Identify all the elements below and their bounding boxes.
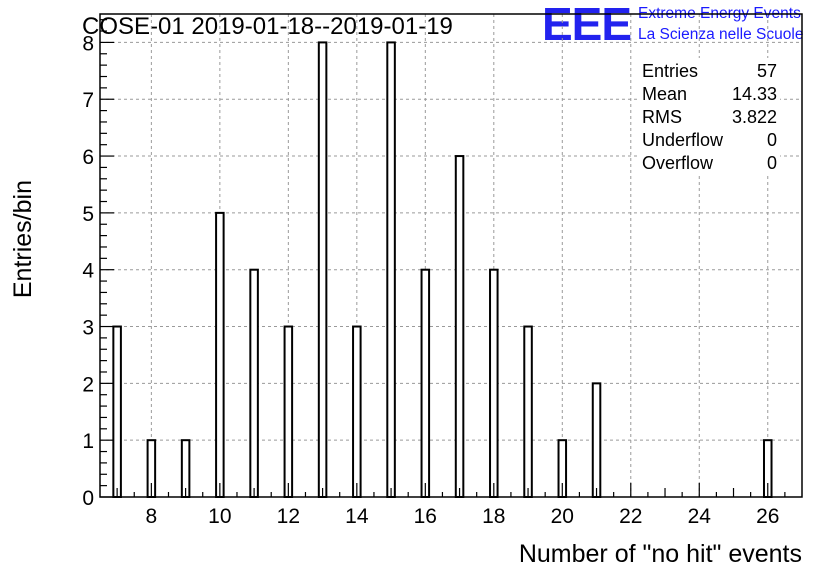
histogram-bar [386,41,396,498]
stat-mean-value: 14.33 [732,84,777,104]
histogram-bar [489,268,499,498]
histogram-bar [249,268,259,498]
stat-underflow-label: Underflow [642,130,724,150]
y-tick-label: 6 [82,146,94,169]
histogram-bar [215,211,225,498]
x-tick-label: 10 [208,505,231,528]
stat-entries-label: Entries [642,61,698,81]
histogram-bar [523,325,533,498]
x-axis-label: Number of "no hit" events [519,540,802,568]
histogram-bar [317,41,328,498]
histogram-bar [454,155,465,498]
x-tick-label: 18 [482,505,505,528]
stat-rms-label: RMS [642,107,682,127]
stat-overflow-value: 0 [767,153,777,173]
y-tick-label: 1 [82,430,94,453]
x-tick-label: 12 [277,505,300,528]
x-tick-label: 16 [414,505,437,528]
stat-underflow-value: 0 [767,130,777,150]
stat-mean-label: Mean [642,84,687,104]
x-tick-label: 14 [345,505,369,528]
x-tick-label: 22 [619,505,642,528]
logo-mark: EEE [542,0,631,50]
chart-title: COSE-01 2019-01-18--2019-01-19 [82,13,453,40]
axes [99,13,803,498]
y-tick-label: 2 [82,373,94,396]
y-tick-label: 8 [82,32,94,55]
histogram-bar [112,325,122,498]
y-tick-label: 3 [82,317,94,340]
stat-entries-value: 57 [757,61,777,81]
stats-box-background [637,58,780,176]
histogram-bar [420,268,431,498]
histogram-bar [591,382,602,498]
stat-overflow-label: Overflow [642,153,714,173]
stats-box: Entries 57 Mean 14.33 RMS 3.822 Underflo… [637,58,780,176]
y-axis-label: Entries/bin [9,180,37,298]
histogram-bar [352,325,362,498]
x-tick-labels: 8 10 12 14 16 18 20 22 24 26 [146,505,780,528]
logo-line-2: La Scienza nelle Scuole [638,26,803,43]
plot-frame [99,13,803,498]
x-tick-label: 24 [688,505,712,528]
y-tick-label: 0 [82,487,94,510]
y-tick-labels: 0 1 2 3 4 5 6 7 8 [82,32,94,510]
stat-rms-value: 3.822 [732,107,777,127]
x-tick-label: 8 [146,505,158,528]
y-tick-label: 4 [82,260,94,283]
x-tick-label: 26 [756,505,779,528]
histogram-bar [283,325,294,498]
x-tick-label: 20 [551,505,574,528]
y-tick-label: 5 [82,203,94,226]
y-tick-label: 7 [82,89,94,112]
